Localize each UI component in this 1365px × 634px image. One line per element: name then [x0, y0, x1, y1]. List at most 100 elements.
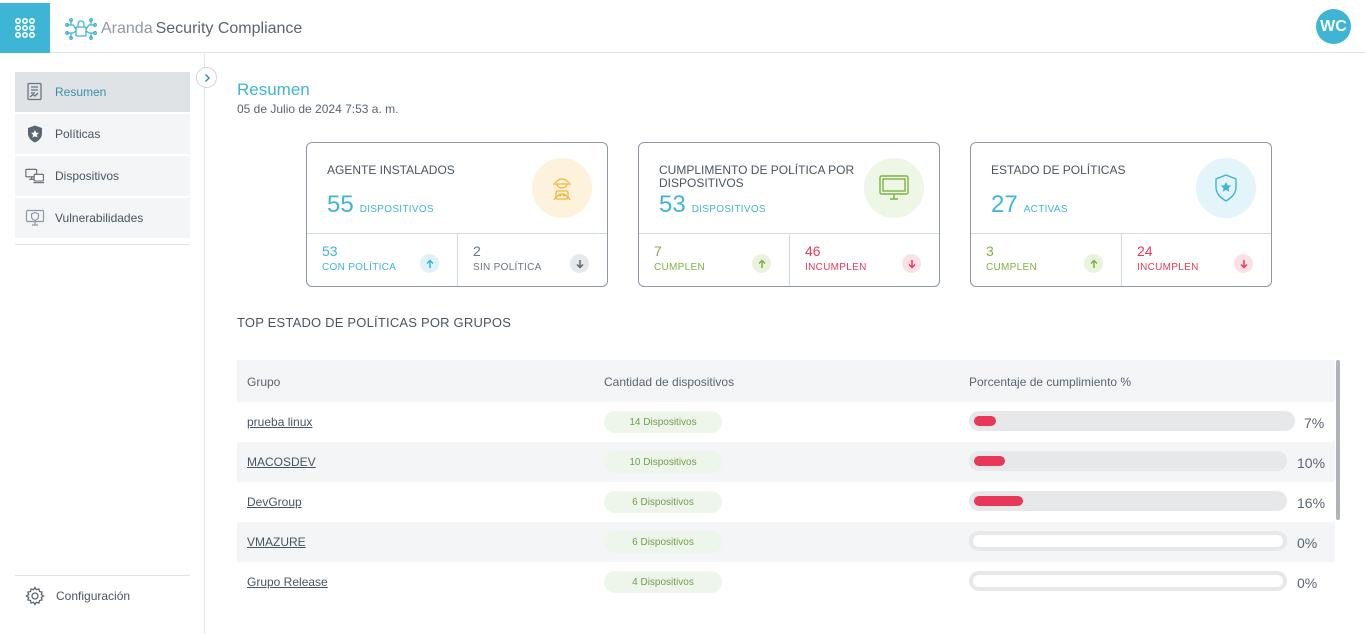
stat-value: 53: [322, 243, 338, 259]
devices-icon: [25, 166, 45, 186]
brand-name: Security Compliance: [155, 20, 303, 37]
column-header-group: Grupo: [247, 375, 281, 389]
card-main-value: 27 ACTIVAS: [991, 191, 1068, 219]
progress-fill: [974, 496, 1023, 506]
card-value: 55: [327, 191, 354, 218]
compliance-percent: 16%: [1297, 495, 1326, 511]
card-title: ESTADO DE POLÍTICAS: [991, 163, 1126, 177]
arrow-down-icon: [1234, 254, 1253, 273]
device-count-badge: 4 Dispositivos: [604, 571, 722, 593]
stat-incumplen: 24 INCUMPLEN: [1121, 234, 1271, 286]
page-date: 05 de Julio de 2024 7:53 a. m.: [237, 102, 399, 116]
table-header: Grupo Cantidad de dispositivos Porcentaj…: [237, 360, 1335, 402]
chevron-right-icon: [204, 73, 210, 82]
compliance-progress-bar: [969, 571, 1287, 591]
compliance-progress-bar: [969, 491, 1287, 511]
compliance-percent: 0%: [1297, 575, 1318, 591]
table-row: prueba linux 14 Dispositivos 7%: [237, 402, 1335, 442]
sidebar-item-configuracion[interactable]: Configuración: [25, 586, 130, 606]
gear-icon: [25, 586, 45, 606]
config-label: Configuración: [56, 589, 131, 603]
shield-star-icon: [25, 124, 45, 144]
group-link[interactable]: DevGroup: [247, 495, 302, 509]
shield-star-icon: [1196, 158, 1256, 218]
table-row: MACOSDEV 10 Dispositivos 10%: [237, 442, 1335, 482]
card-value: 27: [991, 191, 1018, 218]
progress-fill: [974, 416, 996, 426]
vulnerability-monitor-icon: [25, 208, 45, 228]
compliance-percent: 0%: [1297, 535, 1318, 551]
group-link[interactable]: prueba linux: [247, 415, 313, 429]
sidebar-item-vulnerabilidades[interactable]: Vulnerabilidades: [15, 198, 190, 238]
card-main-value: 53 DISPOSITIVOS: [659, 191, 766, 219]
sidebar-item-label: Dispositivos: [55, 169, 120, 183]
sidebar-item-dispositivos[interactable]: Dispositivos: [15, 156, 190, 196]
card-agents-installed: AGENTE INSTALADOS 55 DISPOSITIVOS 53 CON …: [306, 142, 608, 287]
card-footer: 7 CUMPLEN 46 INCUMPLEN: [639, 233, 939, 286]
card-policy-compliance: CUMPLIMENTO DE POLÍTICA POR DISPOSITIVOS…: [638, 142, 940, 287]
stat-value: 24: [1137, 243, 1153, 259]
stat-label: CUMPLEN: [986, 262, 1037, 273]
compliance-progress-bar: [969, 451, 1287, 471]
section-title: TOP ESTADO DE POLÍTICAS POR GRUPOS: [237, 315, 512, 330]
stat-value: 2: [473, 243, 481, 259]
progress-fill: [974, 456, 1005, 466]
column-header-count: Cantidad de dispositivos: [604, 375, 735, 389]
arrow-down-icon: [570, 254, 589, 273]
device-count-badge: 14 Dispositivos: [604, 411, 722, 433]
card-value: 53: [659, 191, 686, 218]
compliance-percent: 10%: [1297, 455, 1326, 471]
card-title: CUMPLIMENTO DE POLÍTICA POR DISPOSITIVOS: [659, 163, 855, 190]
stat-sin-politica: 2 SIN POLÍTICA: [457, 234, 607, 286]
groups-table: Grupo Cantidad de dispositivos Porcentaj…: [237, 360, 1335, 610]
sidebar: Resumen Políticas Dispositivos Vulnerabi…: [0, 54, 205, 634]
sidebar-divider: [15, 575, 190, 576]
card-policy-status: ESTADO DE POLÍTICAS 27 ACTIVAS 3 CUMPLEN …: [970, 142, 1272, 287]
sidebar-item-resumen[interactable]: Resumen: [15, 72, 190, 112]
table-scrollbar[interactable]: [1336, 360, 1340, 520]
group-link[interactable]: Grupo Release: [247, 575, 328, 589]
stat-cumplen: 3 CUMPLEN: [971, 234, 1121, 286]
arrow-down-icon: [902, 254, 921, 273]
stat-value: 46: [805, 243, 821, 259]
stat-label: CUMPLEN: [654, 262, 705, 273]
sidebar-divider: [15, 244, 190, 245]
stat-label: INCUMPLEN: [1137, 262, 1199, 273]
stat-label: INCUMPLEN: [805, 262, 867, 273]
page-title: Resumen: [237, 80, 310, 99]
group-link[interactable]: MACOSDEV: [247, 455, 316, 469]
card-unit: ACTIVAS: [1023, 204, 1068, 215]
arrow-up-icon: [1084, 254, 1103, 273]
stat-incumplen: 46 INCUMPLEN: [789, 234, 939, 286]
device-count-badge: 10 Dispositivos: [604, 451, 722, 473]
sidebar-item-label: Vulnerabilidades: [55, 211, 144, 225]
stat-value: 7: [654, 243, 662, 259]
device-count-badge: 6 Dispositivos: [604, 531, 722, 553]
monitor-icon: [864, 158, 924, 218]
table-row: DevGroup 6 Dispositivos 16%: [237, 482, 1335, 522]
brand: Aranda Security Compliance: [65, 16, 302, 42]
compliance-percent: 7%: [1304, 415, 1325, 431]
card-unit: DISPOSITIVOS: [359, 204, 434, 215]
arrow-up-icon: [752, 254, 771, 273]
apps-menu-button[interactable]: [0, 3, 50, 53]
stat-label: CON POLÍTICA: [322, 262, 397, 273]
card-footer: 3 CUMPLEN 24 INCUMPLEN: [971, 233, 1271, 286]
sidebar-collapse-button[interactable]: [196, 67, 217, 88]
card-unit: DISPOSITIVOS: [691, 204, 766, 215]
card-main-value: 55 DISPOSITIVOS: [327, 191, 434, 219]
sidebar-item-label: Resumen: [55, 85, 107, 99]
sidebar-item-label: Políticas: [55, 127, 101, 141]
sidebar-item-politicas[interactable]: Políticas: [15, 114, 190, 154]
column-header-percent: Porcentaje de cumplimiento %: [969, 375, 1132, 389]
user-avatar[interactable]: WC: [1316, 9, 1351, 44]
agent-icon: [532, 158, 592, 218]
device-count-badge: 6 Dispositivos: [604, 491, 722, 513]
apps-grid-icon: [14, 17, 36, 39]
stat-cumplen: 7 CUMPLEN: [639, 234, 789, 286]
stat-value: 3: [986, 243, 994, 259]
compliance-progress-bar: [969, 531, 1287, 551]
table-row: VMAZURE 6 Dispositivos 0%: [237, 522, 1335, 562]
report-icon: [25, 82, 45, 102]
group-link[interactable]: VMAZURE: [247, 535, 306, 549]
